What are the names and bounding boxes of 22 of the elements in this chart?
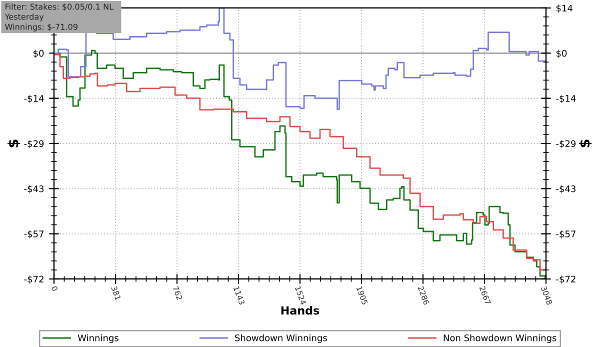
y2-tick-label: -$72 bbox=[556, 276, 576, 284]
y2-tick-label: -$57 bbox=[556, 230, 576, 239]
y-tick-label: -$72 bbox=[24, 276, 44, 284]
annotation: Filter: Stakes: $0.05/0.1 NL bbox=[6, 3, 114, 11]
y-tick-label: -$43 bbox=[24, 185, 44, 194]
y-tick-label: -$57 bbox=[24, 230, 44, 239]
legend-label: Showdown Winnings bbox=[235, 334, 327, 344]
y2-tick-label: $14 bbox=[556, 4, 572, 13]
y2-axis-title: $ bbox=[578, 140, 592, 148]
y-tick-label: -$29 bbox=[24, 140, 44, 148]
y-tick-label: -$14 bbox=[24, 94, 44, 104]
y2-tick-label: $0 bbox=[556, 50, 567, 58]
y-tick-label: $0 bbox=[34, 50, 44, 58]
x-axis-title: Hands bbox=[281, 306, 320, 315]
y2-tick-label: -$43 bbox=[556, 185, 576, 194]
legend-label: Non Showdown Winnings bbox=[444, 334, 556, 344]
text: Yesterday bbox=[4, 14, 44, 22]
legend-label: Winnings bbox=[78, 334, 118, 344]
y2-tick-label: -$29 bbox=[556, 140, 576, 148]
annotation: Winnings: $-71.09 bbox=[5, 24, 78, 32]
y-axis-title: $ bbox=[8, 140, 20, 148]
y2-tick-label: -$14 bbox=[556, 94, 576, 104]
